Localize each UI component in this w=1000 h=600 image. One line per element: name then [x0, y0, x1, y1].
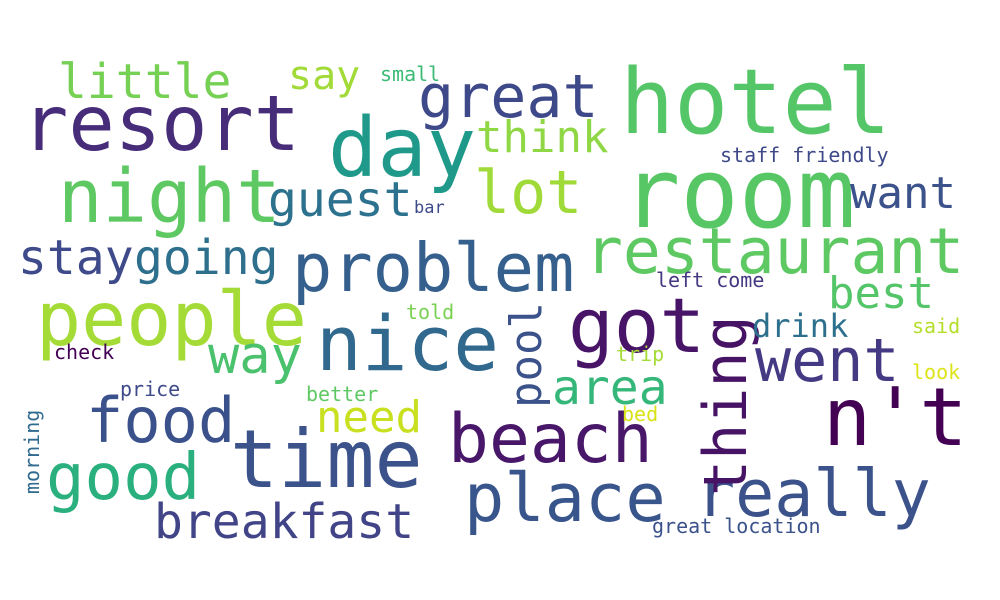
- word-beach: beach: [448, 400, 653, 479]
- word-lot: lot: [474, 158, 583, 228]
- word-want: want: [850, 168, 956, 219]
- word-bar: bar: [414, 198, 445, 218]
- word-hotel: hotel: [620, 50, 891, 155]
- word-place: place: [464, 459, 666, 537]
- word-got: got: [568, 281, 706, 370]
- word-said: said: [912, 314, 961, 338]
- word-morning: morning: [20, 409, 44, 494]
- word-great: great: [418, 62, 599, 132]
- word-way: way: [208, 326, 302, 386]
- word-went: went: [755, 326, 900, 396]
- word-check: check: [54, 340, 115, 364]
- word-nice: nice: [316, 299, 500, 388]
- word-little: little: [58, 54, 232, 110]
- word-look: look: [912, 360, 961, 384]
- word-people: people: [36, 275, 307, 363]
- word-area: area: [552, 360, 668, 416]
- word-problem: problem: [292, 229, 575, 307]
- word-really: really: [696, 457, 931, 532]
- word-breakfast: breakfast: [154, 494, 415, 550]
- word-trip: trip: [616, 342, 665, 366]
- word-food: food: [86, 384, 236, 457]
- word-think: think: [476, 112, 609, 163]
- word-great-location: great location: [652, 514, 821, 538]
- word-small: small: [380, 62, 441, 86]
- word-restaurant: restaurant: [585, 215, 965, 288]
- word-left-come: left come: [656, 268, 765, 292]
- word-drink: drink: [752, 307, 849, 345]
- word-good: good: [46, 441, 201, 515]
- word-need: need: [316, 392, 422, 443]
- word-staff-friendly: staff friendly: [720, 143, 889, 167]
- word-told: told: [406, 300, 455, 324]
- word-say: say: [288, 53, 361, 99]
- word-night: night: [58, 154, 281, 240]
- word-resort: resort: [22, 80, 301, 169]
- word-nt: n't: [823, 371, 968, 464]
- word-pool: pool: [501, 302, 552, 408]
- word-room: room: [622, 137, 856, 250]
- word-time: time: [230, 413, 423, 506]
- word-day: day: [328, 101, 477, 196]
- word-bed: bed: [622, 402, 659, 426]
- word-better: better: [306, 382, 379, 406]
- word-best: best: [828, 268, 934, 319]
- word-thing: thing: [691, 315, 761, 496]
- word-guest: guest: [268, 172, 413, 228]
- word-going: going: [134, 230, 279, 286]
- word-price: price: [120, 377, 181, 401]
- word-stay: stay: [18, 230, 134, 286]
